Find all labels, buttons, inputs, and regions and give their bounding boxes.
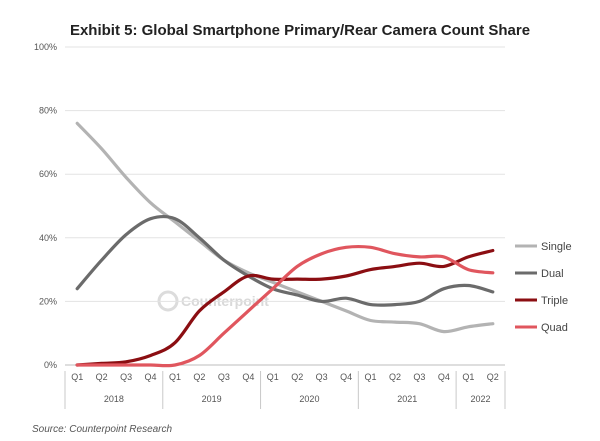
source-note: Source: Counterpoint Research bbox=[32, 424, 173, 435]
chart-title: Exhibit 5: Global Smartphone Primary/Rea… bbox=[70, 22, 530, 39]
x-tick-label: Q2 bbox=[389, 372, 401, 382]
x-tick-label: Q4 bbox=[145, 372, 157, 382]
year-label: 2021 bbox=[397, 394, 417, 404]
year-label: 2022 bbox=[471, 394, 491, 404]
legend-label-dual: Dual bbox=[541, 268, 564, 280]
x-tick-label: Q1 bbox=[169, 372, 181, 382]
x-tick-label: Q3 bbox=[413, 372, 425, 382]
x-tick-label: Q2 bbox=[96, 372, 108, 382]
year-label: 2020 bbox=[299, 394, 319, 404]
x-tick-label: Q1 bbox=[267, 372, 279, 382]
series-lines bbox=[75, 121, 495, 368]
legend-label-single: Single bbox=[541, 241, 572, 253]
x-tick-label: Q1 bbox=[462, 372, 474, 382]
legend: Single Dual Triple Quad bbox=[515, 241, 572, 334]
x-tick-label: Q3 bbox=[316, 372, 328, 382]
x-tick-label: Q4 bbox=[438, 372, 450, 382]
x-tick-label: Q4 bbox=[242, 372, 254, 382]
x-tick-label: Q1 bbox=[71, 372, 83, 382]
x-tick-label: Q3 bbox=[218, 372, 230, 382]
y-tick-label: 80% bbox=[39, 106, 57, 116]
series-line-single bbox=[75, 121, 495, 334]
legend-label-quad: Quad bbox=[541, 322, 568, 334]
series-line-quad bbox=[75, 244, 495, 368]
y-tick-label: 20% bbox=[39, 296, 57, 306]
series-line-dual bbox=[75, 214, 495, 307]
y-axis: 0% 20% 40% 60% 80% 100% bbox=[34, 42, 57, 370]
x-tick-label: Q2 bbox=[487, 372, 499, 382]
year-label: 2019 bbox=[202, 394, 222, 404]
series-line-triple bbox=[75, 248, 495, 367]
x-tick-label: Q2 bbox=[193, 372, 205, 382]
year-label: 2018 bbox=[104, 394, 124, 404]
x-tick-label: Q4 bbox=[340, 372, 352, 382]
y-tick-label: 100% bbox=[34, 42, 57, 52]
y-tick-label: 60% bbox=[39, 169, 57, 179]
grid-lines bbox=[65, 46, 505, 366]
x-tick-label: Q3 bbox=[120, 372, 132, 382]
x-tick-label: Q1 bbox=[365, 372, 377, 382]
x-axis: Q1 Q2 Q3 Q4 Q1 Q2 Q3 Q4 Q1 Q2 Q3 Q4 Q1 Q2 Q3 Q4 Q1 Q2 2018… bbox=[64, 371, 506, 409]
x-tick-label: Q2 bbox=[291, 372, 303, 382]
legend-label-triple: Triple bbox=[541, 295, 568, 307]
y-tick-label: 0% bbox=[44, 360, 57, 370]
y-tick-label: 40% bbox=[39, 233, 57, 243]
